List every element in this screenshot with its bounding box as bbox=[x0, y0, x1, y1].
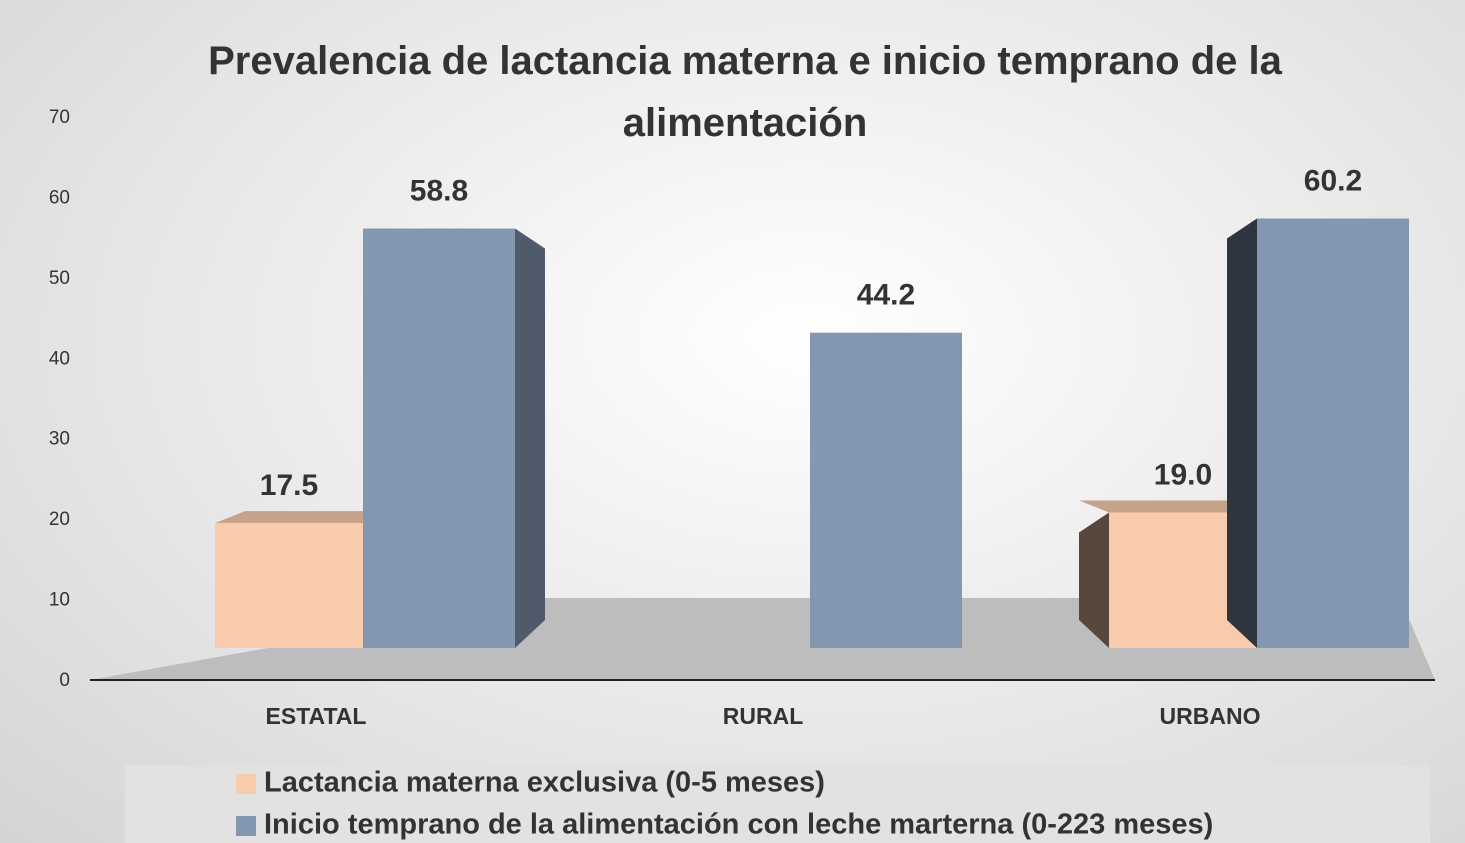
y-tick-label: 70 bbox=[49, 107, 70, 128]
bar bbox=[1257, 218, 1409, 648]
chart-title: Prevalencia de lactancia materna e inici… bbox=[208, 39, 1282, 145]
bar-top bbox=[215, 511, 363, 524]
bar-top bbox=[1079, 500, 1257, 513]
value-label: 19.0 bbox=[1154, 458, 1212, 491]
y-tick-label: 30 bbox=[49, 429, 70, 450]
bar-side bbox=[515, 228, 545, 648]
value-label: 44.2 bbox=[857, 279, 915, 312]
y-tick-label: 60 bbox=[49, 187, 70, 208]
legend-swatch bbox=[236, 816, 256, 836]
legend-box bbox=[125, 765, 1430, 843]
value-label: 60.2 bbox=[1304, 164, 1362, 197]
x-tick-label: ESTATAL bbox=[266, 703, 367, 729]
legend-label: Inicio temprano de la alimentación con l… bbox=[264, 809, 1213, 841]
value-label: 17.5 bbox=[260, 469, 318, 502]
y-tick-label: 40 bbox=[49, 348, 70, 369]
x-tick-label: URBANO bbox=[1160, 703, 1261, 729]
value-label: 58.8 bbox=[410, 174, 468, 207]
x-tick-label: RURAL bbox=[723, 703, 804, 729]
bar-side bbox=[1079, 512, 1109, 648]
bar bbox=[215, 523, 363, 648]
y-tick-label: 0 bbox=[59, 670, 70, 691]
bar bbox=[810, 332, 962, 648]
y-tick-label: 50 bbox=[49, 268, 70, 289]
y-tick-label: 20 bbox=[49, 509, 70, 530]
bar bbox=[363, 228, 515, 648]
legend-label: Lactancia materna exclusiva (0-5 meses) bbox=[264, 767, 825, 799]
legend-swatch bbox=[236, 774, 256, 794]
bar-side bbox=[1227, 218, 1257, 648]
y-tick-label: 10 bbox=[49, 590, 70, 611]
